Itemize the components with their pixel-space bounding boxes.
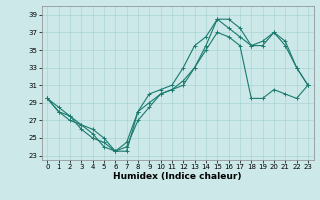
X-axis label: Humidex (Indice chaleur): Humidex (Indice chaleur): [113, 172, 242, 181]
